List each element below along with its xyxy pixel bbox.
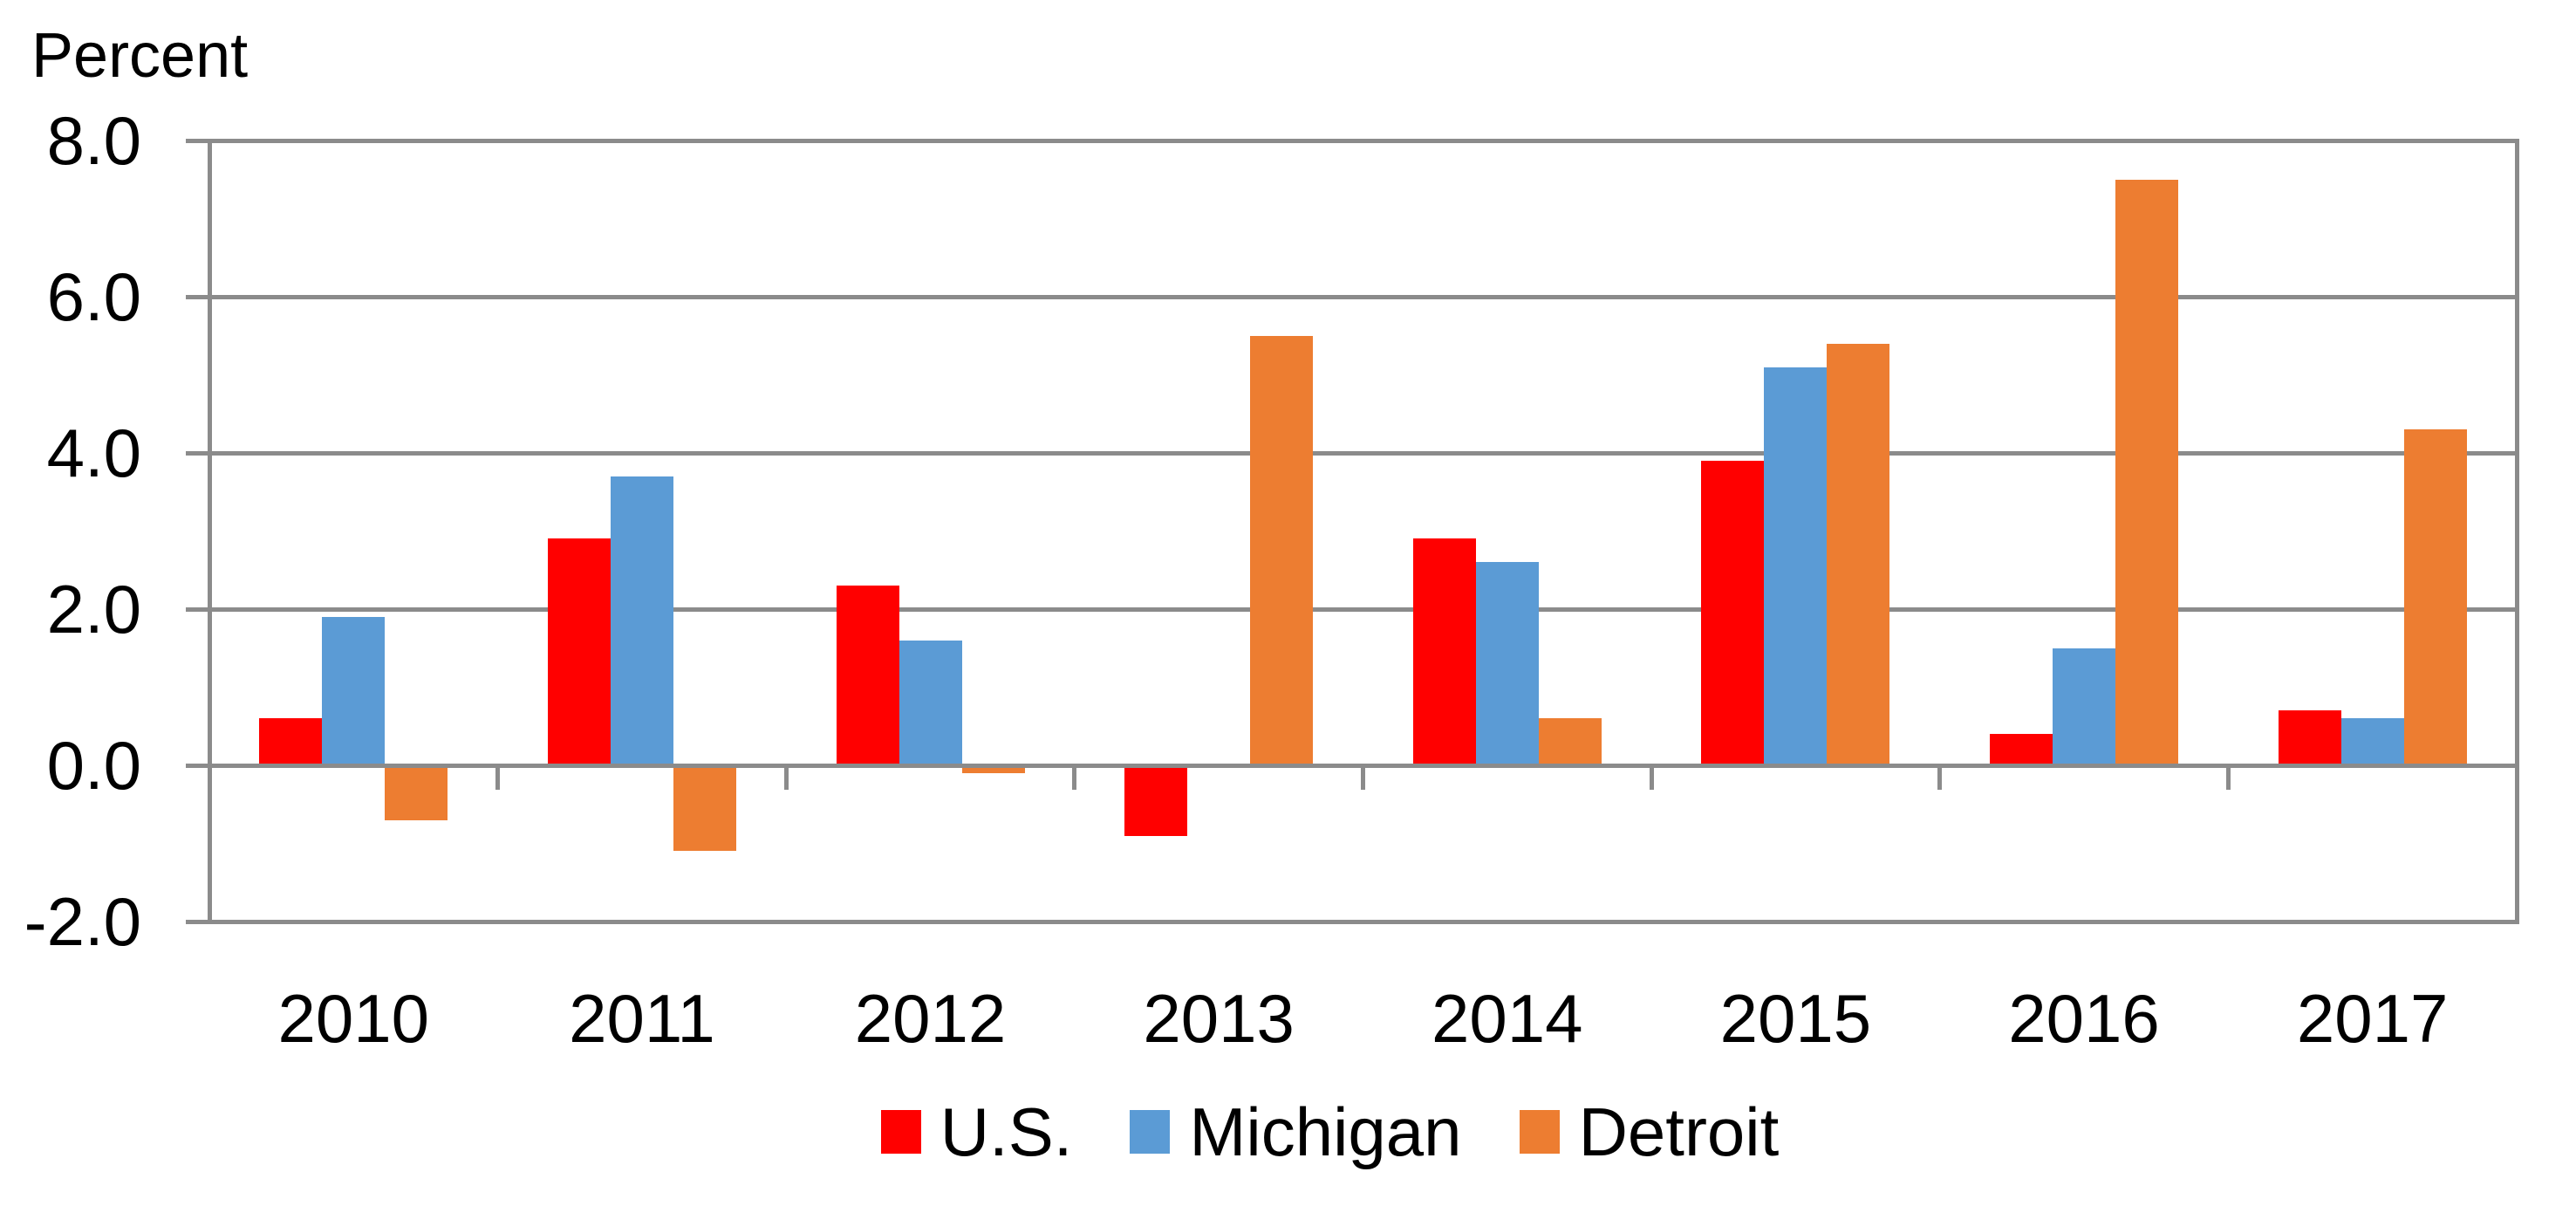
bar-michigan-2017	[2340, 718, 2404, 765]
bar-michigan-2011	[610, 476, 673, 765]
bar-us-2012	[836, 586, 899, 765]
x-axis-tick-1	[495, 765, 501, 790]
y-axis-unit-label: Percent	[31, 21, 249, 91]
bar-us-2016	[1990, 734, 2053, 765]
x-axis-tick-6	[1937, 765, 1943, 790]
x-axis-tick-2	[783, 765, 789, 790]
gridline-4.0	[209, 450, 2517, 456]
y-axis-label-0.0: 0.0	[46, 727, 141, 804]
x-axis-label-2014: 2014	[1431, 980, 1583, 1057]
gridline-6.0	[209, 294, 2517, 299]
x-axis-tick-3	[1072, 765, 1077, 790]
bar-us-2015	[1701, 460, 1765, 765]
bar-us-2017	[2278, 710, 2341, 765]
y-axis-tick-8.0	[186, 138, 209, 143]
bar-michigan-2010	[322, 616, 386, 765]
legend-label-us: U.S.	[940, 1093, 1073, 1170]
bar-michigan-2012	[899, 640, 962, 765]
legend-item-us: U.S.	[880, 1091, 1073, 1173]
bar-detroit-2016	[2115, 179, 2179, 765]
y-axis-label-6.0: 6.0	[46, 258, 141, 335]
y-axis-line	[207, 138, 212, 924]
legend-swatch-us	[880, 1110, 921, 1154]
legend-swatch-detroit	[1519, 1110, 1560, 1154]
y-axis-tick-4.0	[186, 450, 209, 456]
y-axis-label-2.0: 2.0	[46, 571, 141, 648]
bar-us-2010	[259, 718, 323, 765]
y-axis-tick-2.0	[186, 606, 209, 612]
bar-detroit-2012	[961, 765, 1025, 773]
legend-label-detroit: Detroit	[1578, 1093, 1780, 1170]
legend: U.S. Michigan Detroit	[42, 1091, 2576, 1173]
legend-label-michigan: Michigan	[1189, 1093, 1462, 1170]
legend-swatch-michigan	[1130, 1110, 1171, 1154]
x-axis-label-2011: 2011	[569, 980, 715, 1057]
y-axis-label--2.0: -2.0	[24, 883, 141, 960]
bar-us-2013	[1124, 765, 1188, 836]
x-axis-label-2013: 2013	[1143, 980, 1295, 1057]
bar-detroit-2011	[673, 765, 736, 852]
bar-michigan-2014	[1475, 562, 1539, 765]
x-axis-label-2016: 2016	[2008, 980, 2160, 1057]
bar-detroit-2014	[1538, 718, 1602, 765]
bar-us-2014	[1412, 538, 1476, 765]
y-axis-tick--2.0	[186, 919, 209, 924]
x-axis-label-2012: 2012	[854, 980, 1007, 1057]
plot-right-border	[2514, 138, 2519, 924]
gridline--2.0	[209, 919, 2517, 924]
x-axis-tick-4	[1361, 765, 1365, 790]
y-axis-label-8.0: 8.0	[46, 102, 141, 179]
x-axis-label-2015: 2015	[1719, 980, 1872, 1057]
legend-item-michigan: Michigan	[1130, 1091, 1462, 1173]
bar-detroit-2013	[1250, 335, 1314, 765]
x-axis-tick-7	[2225, 765, 2231, 790]
bar-detroit-2017	[2403, 429, 2467, 765]
bar-detroit-2015	[1827, 343, 1890, 765]
y-axis-tick-0.0	[186, 763, 209, 768]
bar-michigan-2016	[2053, 648, 2116, 765]
y-axis-label-4.0: 4.0	[46, 415, 141, 491]
x-axis-tick-5	[1649, 765, 1654, 790]
x-axis-tick-0	[207, 765, 212, 790]
x-axis-tick-8	[2514, 765, 2519, 790]
bar-us-2011	[547, 538, 611, 765]
bar-detroit-2010	[385, 765, 448, 820]
bar-michigan-2015	[1764, 367, 1828, 765]
legend-item-detroit: Detroit	[1519, 1091, 1780, 1173]
y-axis-tick-6.0	[186, 294, 209, 299]
x-axis-label-2017: 2017	[2296, 980, 2449, 1057]
gridline-2.0	[209, 606, 2517, 612]
gridline-8.0	[209, 138, 2517, 143]
x-axis-label-2010: 2010	[277, 980, 430, 1057]
